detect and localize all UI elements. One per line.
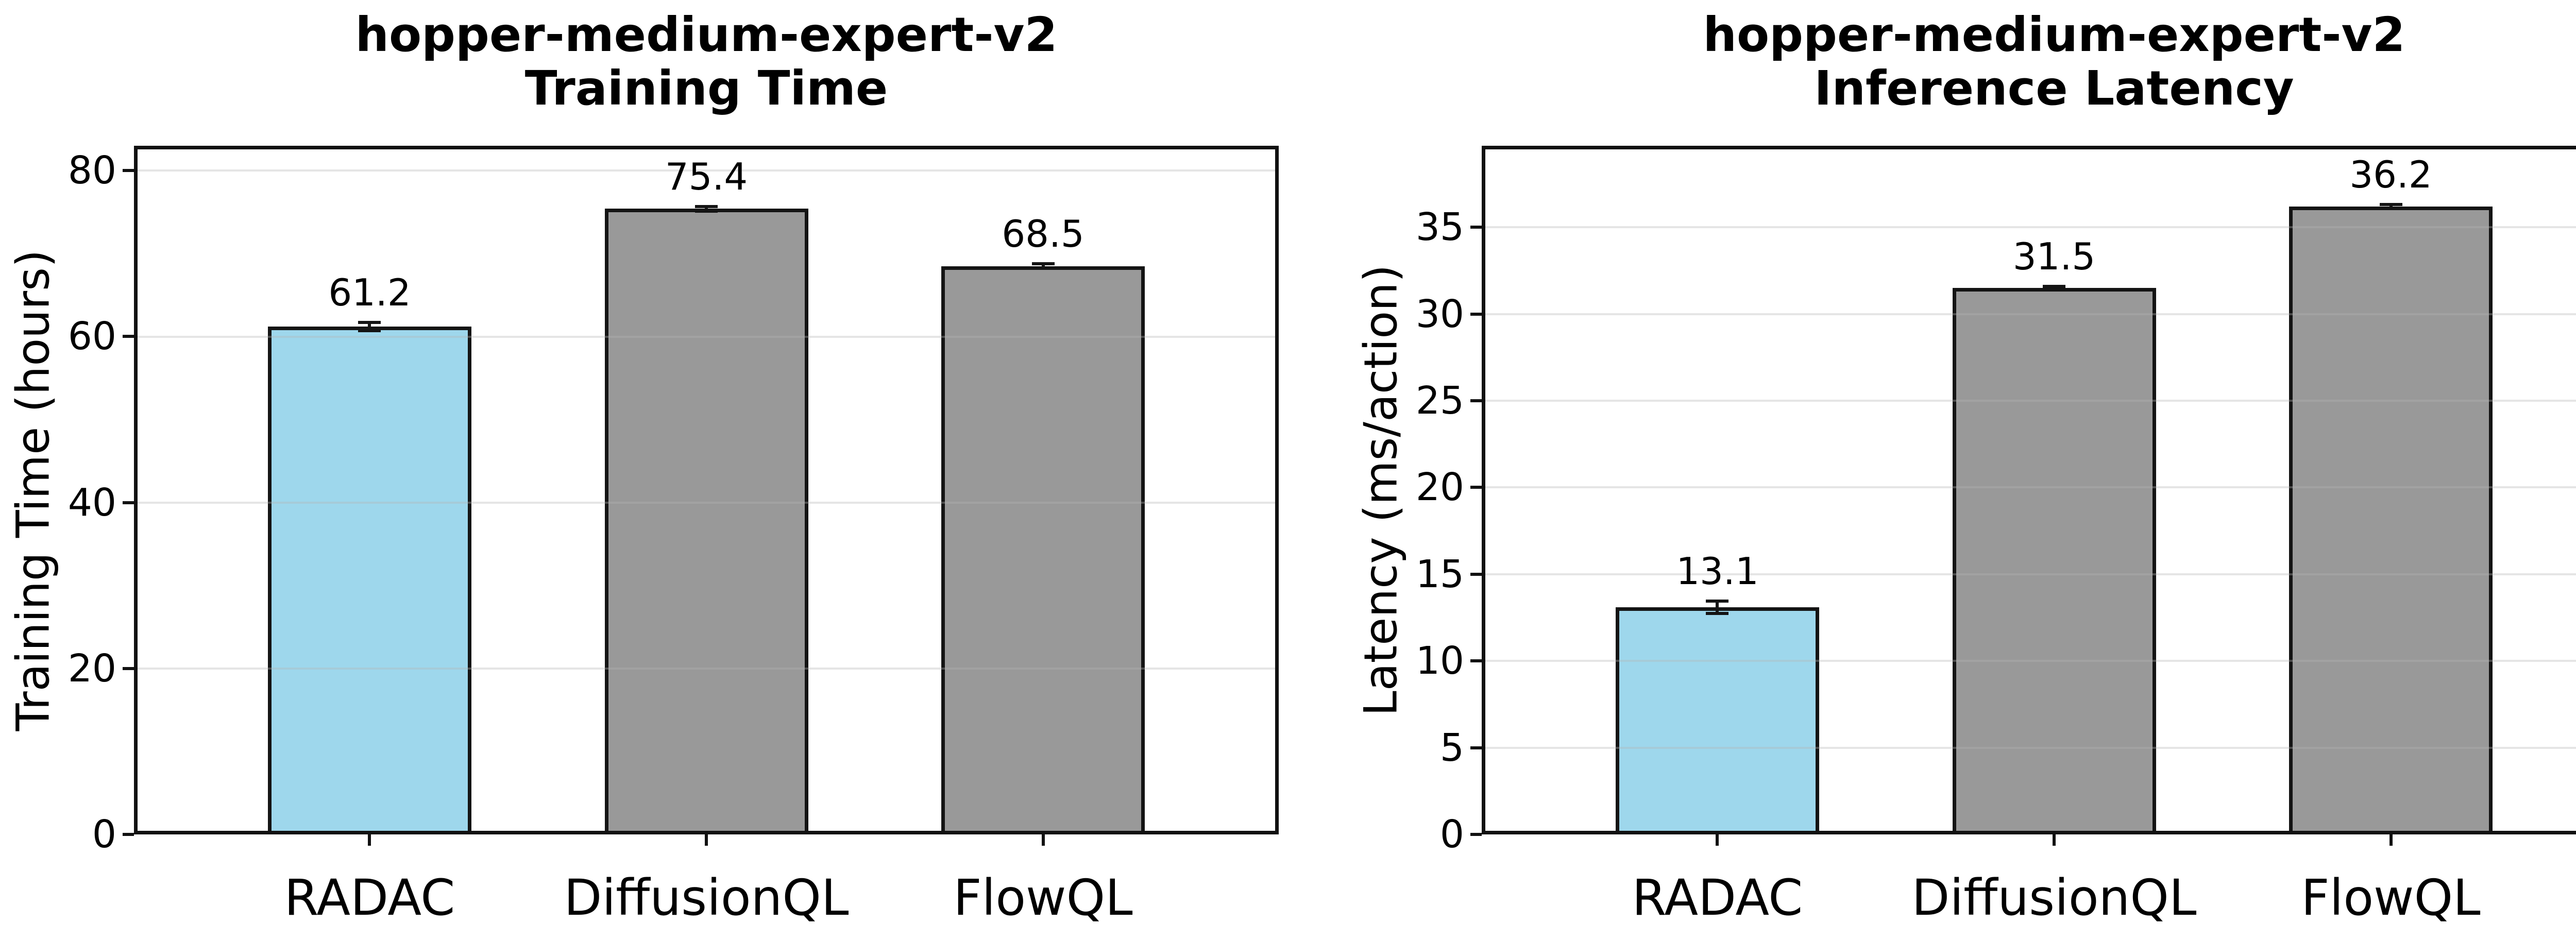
y-tick-mark: [123, 833, 134, 836]
y-gridline: [134, 667, 1279, 670]
value-label-diffusionql: 31.5: [2012, 234, 2096, 278]
error-bar-stem-radac: [1716, 601, 1719, 613]
y-tick-mark: [1470, 486, 1482, 489]
error-bar-cap-bottom-diffusionql: [2043, 288, 2065, 292]
y-tick-label: 60: [67, 314, 116, 359]
x-tick-mark-diffusionql: [705, 834, 708, 846]
error-bar-stem-diffusionql: [705, 206, 708, 212]
error-bar-stem-diffusionql: [2053, 286, 2056, 290]
y-tick-label: 25: [1415, 379, 1464, 423]
chart-title-block: hopper-medium-expert-v2 Training Time: [134, 8, 1279, 115]
error-bar-stem-flowql: [1041, 263, 1045, 269]
y-tick-mark: [1470, 572, 1482, 576]
y-tick-label: 5: [1439, 725, 1464, 770]
y-gridline: [1482, 486, 2576, 489]
error-bar-cap-top-diffusionql: [2043, 284, 2065, 288]
error-bar-cap-top-diffusionql: [695, 204, 718, 208]
y-gridline: [1482, 746, 2576, 749]
y-tick-label: 80: [67, 148, 116, 193]
bar-radac: [1615, 607, 1819, 834]
x-tick-mark-flowql: [2389, 834, 2393, 846]
value-label-diffusionql: 75.4: [665, 155, 748, 198]
x-category-label-radac: RADAC: [1632, 869, 1803, 927]
y-tick-mark: [1470, 399, 1482, 403]
bar-diffusionql: [1952, 288, 2156, 834]
y-tick-label: 20: [1415, 465, 1464, 510]
bar-diffusionql: [604, 209, 808, 834]
x-category-label-flowql: FlowQL: [953, 869, 1133, 927]
y-gridline: [134, 335, 1279, 338]
value-label-radac: 13.1: [1676, 550, 1759, 593]
y-tick-label: 0: [1439, 812, 1464, 857]
value-label-flowql: 68.5: [1002, 212, 1084, 255]
error-bar-cap-top-radac: [1706, 600, 1729, 603]
y-tick-mark: [123, 501, 134, 504]
x-category-label-diffusionql: DiffusionQL: [1911, 869, 2197, 927]
y-tick-label: 15: [1415, 552, 1464, 596]
spine-left: [134, 146, 138, 834]
error-bar-stem-radac: [368, 322, 371, 331]
bar-radac: [267, 327, 471, 834]
error-bar-cap-bottom-flowql: [2379, 207, 2402, 210]
x-category-label-radac: RADAC: [284, 869, 455, 927]
y-tick-label: 40: [67, 480, 116, 525]
y-gridline: [1482, 226, 2576, 229]
y-tick-mark: [123, 169, 134, 173]
y-tick-mark: [123, 335, 134, 338]
error-bar-stem-flowql: [2389, 204, 2393, 209]
error-bar-cap-bottom-radac: [1706, 611, 1729, 615]
plot-area: 61.2 75.4 68.5: [134, 146, 1279, 834]
y-gridline: [134, 169, 1279, 172]
spine-bottom: [134, 831, 1279, 834]
y-tick-mark: [1470, 659, 1482, 663]
bar-flowql: [2289, 206, 2493, 834]
y-gridline: [134, 501, 1279, 504]
y-gridline: [1482, 573, 2576, 575]
spine-bottom: [1482, 831, 2576, 834]
chart-title-line2: Training Time: [524, 61, 888, 116]
y-tick-mark: [123, 666, 134, 670]
x-tick-mark-radac: [368, 834, 371, 846]
y-gridline: [1482, 313, 2576, 315]
y-tick-mark: [1470, 746, 1482, 749]
y-tick-label: 10: [1415, 639, 1464, 683]
y-tick-label: 0: [92, 812, 116, 857]
error-bar-cap-top-radac: [358, 321, 381, 324]
x-tick-mark-flowql: [1041, 834, 1045, 846]
y-tick-label: 30: [1415, 292, 1464, 336]
value-label-radac: 61.2: [328, 271, 411, 315]
y-tick-label: 35: [1415, 205, 1464, 250]
x-tick-mark-diffusionql: [2053, 834, 2056, 846]
error-bar-cap-top-flowql: [2379, 202, 2402, 206]
y-gridline: [1482, 660, 2576, 662]
chart-title-line1: hopper-medium-expert-v2: [1703, 7, 2405, 62]
error-bar-cap-bottom-radac: [358, 329, 381, 333]
chart-title-line1: hopper-medium-expert-v2: [355, 7, 1058, 62]
chart-title-block: hopper-medium-expert-v2 Inference Latency: [1482, 8, 2576, 115]
error-bar-cap-top-flowql: [1031, 262, 1055, 265]
chart-title-line2: Inference Latency: [1814, 61, 2294, 116]
y-tick-mark: [1470, 226, 1482, 229]
x-tick-mark-radac: [1716, 834, 1719, 846]
spine-left: [1482, 146, 1485, 834]
spine-top: [1482, 146, 2576, 149]
x-category-label-diffusionql: DiffusionQL: [564, 869, 849, 927]
spine-right: [1275, 146, 1279, 834]
spine-top: [134, 146, 1279, 149]
y-tick-mark: [1470, 833, 1482, 836]
error-bar-cap-bottom-diffusionql: [695, 210, 718, 213]
x-category-label-flowql: FlowQL: [2301, 869, 2481, 927]
y-tick-label: 20: [67, 646, 116, 691]
y-gridline: [1482, 400, 2576, 402]
plot-area: 13.1 31.5 36.2: [1482, 146, 2576, 834]
error-bar-cap-bottom-flowql: [1031, 267, 1055, 270]
y-tick-mark: [1470, 312, 1482, 316]
value-label-flowql: 36.2: [2349, 152, 2432, 196]
bar-flowql: [941, 266, 1145, 834]
